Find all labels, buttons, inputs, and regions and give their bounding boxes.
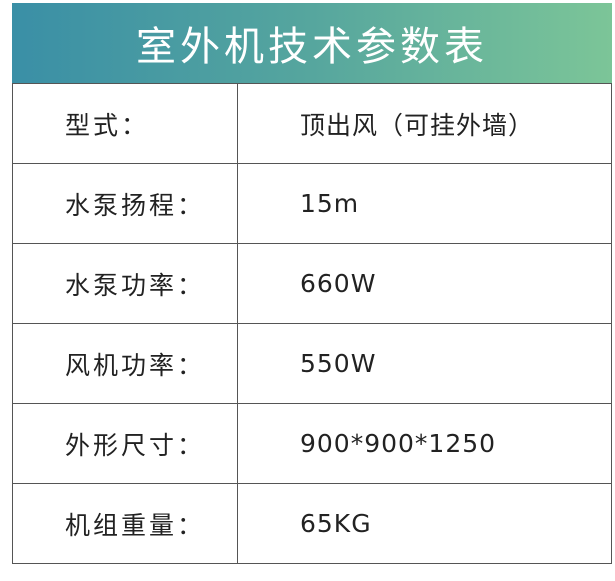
spec-label: 外形尺寸：	[12, 403, 238, 484]
spec-value: 550W	[237, 323, 612, 404]
spec-value: 660W	[237, 243, 612, 324]
table-row: 风机功率： 550W	[12, 323, 612, 404]
spec-label: 型式：	[12, 83, 238, 164]
spec-value: 顶出风（可挂外墙）	[237, 83, 612, 164]
table-row: 型式： 顶出风（可挂外墙）	[12, 83, 612, 164]
spec-value: 900*900*1250	[237, 403, 612, 484]
table-title: 室外机技术参数表	[12, 3, 612, 83]
table-row: 机组重量： 65KG	[12, 483, 612, 564]
spec-value: 65KG	[237, 483, 612, 564]
table-row: 水泵功率： 660W	[12, 243, 612, 324]
spec-label: 水泵功率：	[12, 243, 238, 324]
table-row: 外形尺寸： 900*900*1250	[12, 403, 612, 484]
spec-label: 风机功率：	[12, 323, 238, 404]
spec-label: 机组重量：	[12, 483, 238, 564]
spec-value: 15m	[237, 163, 612, 244]
table-row: 水泵扬程： 15m	[12, 163, 612, 244]
spec-label: 水泵扬程：	[12, 163, 238, 244]
spec-table: 型式： 顶出风（可挂外墙） 水泵扬程： 15m 水泵功率： 660W 风机功率： 550W 外形…	[12, 83, 612, 564]
